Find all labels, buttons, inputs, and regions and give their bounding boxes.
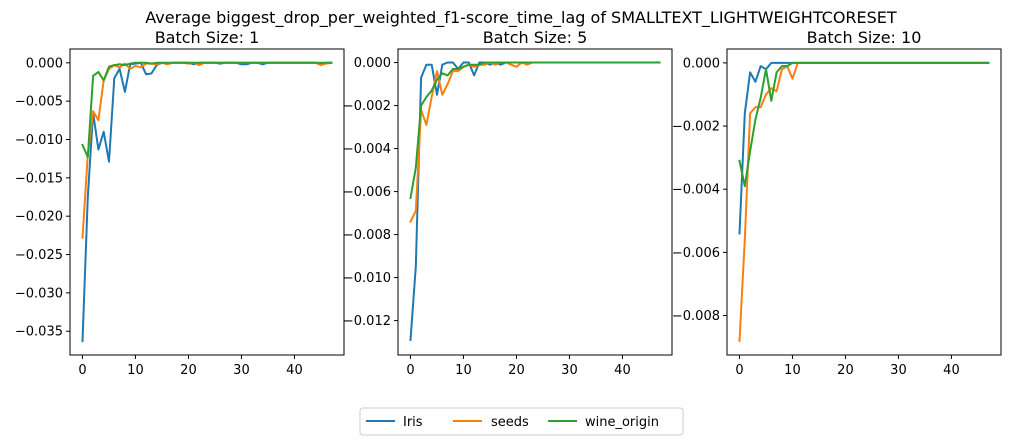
series-line-wine-origin — [409, 61, 661, 200]
legend-label-seeds: seeds — [491, 415, 529, 430]
x-tick-label: 30 — [890, 363, 907, 378]
x-tick-label: 20 — [508, 363, 525, 378]
y-tick-label: −0.006 — [672, 246, 720, 261]
series-line-iris — [81, 61, 333, 343]
x-tick-label: 20 — [837, 363, 854, 378]
y-tick-label: 0.000 — [26, 56, 63, 71]
legend-label-iris: Iris — [403, 415, 423, 430]
y-tick-label: −0.005 — [15, 95, 63, 110]
y-tick-label: −0.004 — [672, 183, 720, 198]
y-tick-label: −0.010 — [343, 271, 391, 286]
axes-frame — [69, 48, 345, 356]
x-tick-label: 40 — [286, 363, 303, 378]
x-tick-label: 40 — [614, 363, 631, 378]
legend-frame — [359, 407, 684, 436]
panel-title: Batch Size: 5 — [483, 28, 588, 47]
y-tick-label: −0.025 — [15, 248, 63, 263]
y-tick-label: −0.008 — [672, 309, 720, 324]
y-tick-label: −0.002 — [343, 99, 391, 114]
x-tick-label: 10 — [784, 363, 801, 378]
series-line-seeds — [409, 61, 661, 224]
panel-batch-size-5: Batch Size: 5 0 10 20 30 40 0.000 −0.002 −0.004… — [343, 28, 673, 378]
x-tick-label: 10 — [455, 363, 472, 378]
panel-batch-size-1: Batch Size: 1 0 10 20 30 40 0.000 −0.005 −0.010… — [15, 28, 345, 378]
series-line-wine-origin — [81, 61, 333, 159]
y-tick-label: −0.010 — [15, 133, 63, 148]
y-tick-label: 0.000 — [354, 56, 391, 71]
series-line-seeds — [81, 61, 333, 239]
y-tick-label: −0.004 — [343, 142, 391, 157]
legend-label-wine-origin: wine_origin — [585, 415, 659, 430]
x-tick-label: 20 — [180, 363, 197, 378]
x-tick-label: 10 — [127, 363, 144, 378]
x-tick-label: 30 — [561, 363, 578, 378]
axes-frame — [397, 48, 673, 356]
x-tick-label: 0 — [78, 363, 86, 378]
x-tick-label: 40 — [943, 363, 960, 378]
legend: Iris seeds wine_origin — [359, 407, 684, 436]
y-tick-label: −0.008 — [343, 228, 391, 243]
panel-title: Batch Size: 1 — [155, 28, 260, 47]
figure-suptitle: Average biggest_drop_per_weighted_f1-sco… — [145, 8, 897, 28]
y-tick-label: −0.015 — [15, 171, 63, 186]
y-tick-label: −0.020 — [15, 210, 63, 225]
series-line-iris — [409, 61, 661, 341]
axes-frame — [726, 48, 1002, 356]
y-tick-label: 0.000 — [683, 56, 720, 71]
panel-title: Batch Size: 10 — [807, 28, 922, 47]
y-tick-label: −0.002 — [672, 120, 720, 135]
panel-batch-size-10: Batch Size: 10 0 10 20 30 40 0.000 −0.002 −0.00… — [672, 28, 1002, 378]
series-line-wine-origin — [738, 61, 990, 188]
series-line-seeds — [738, 61, 990, 342]
x-tick-label: 0 — [735, 363, 743, 378]
y-tick-label: −0.006 — [343, 185, 391, 200]
y-tick-label: −0.030 — [15, 286, 63, 301]
x-tick-label: 30 — [233, 363, 250, 378]
x-tick-label: 0 — [406, 363, 414, 378]
y-tick-label: −0.035 — [15, 325, 63, 340]
y-tick-label: −0.012 — [343, 314, 391, 329]
